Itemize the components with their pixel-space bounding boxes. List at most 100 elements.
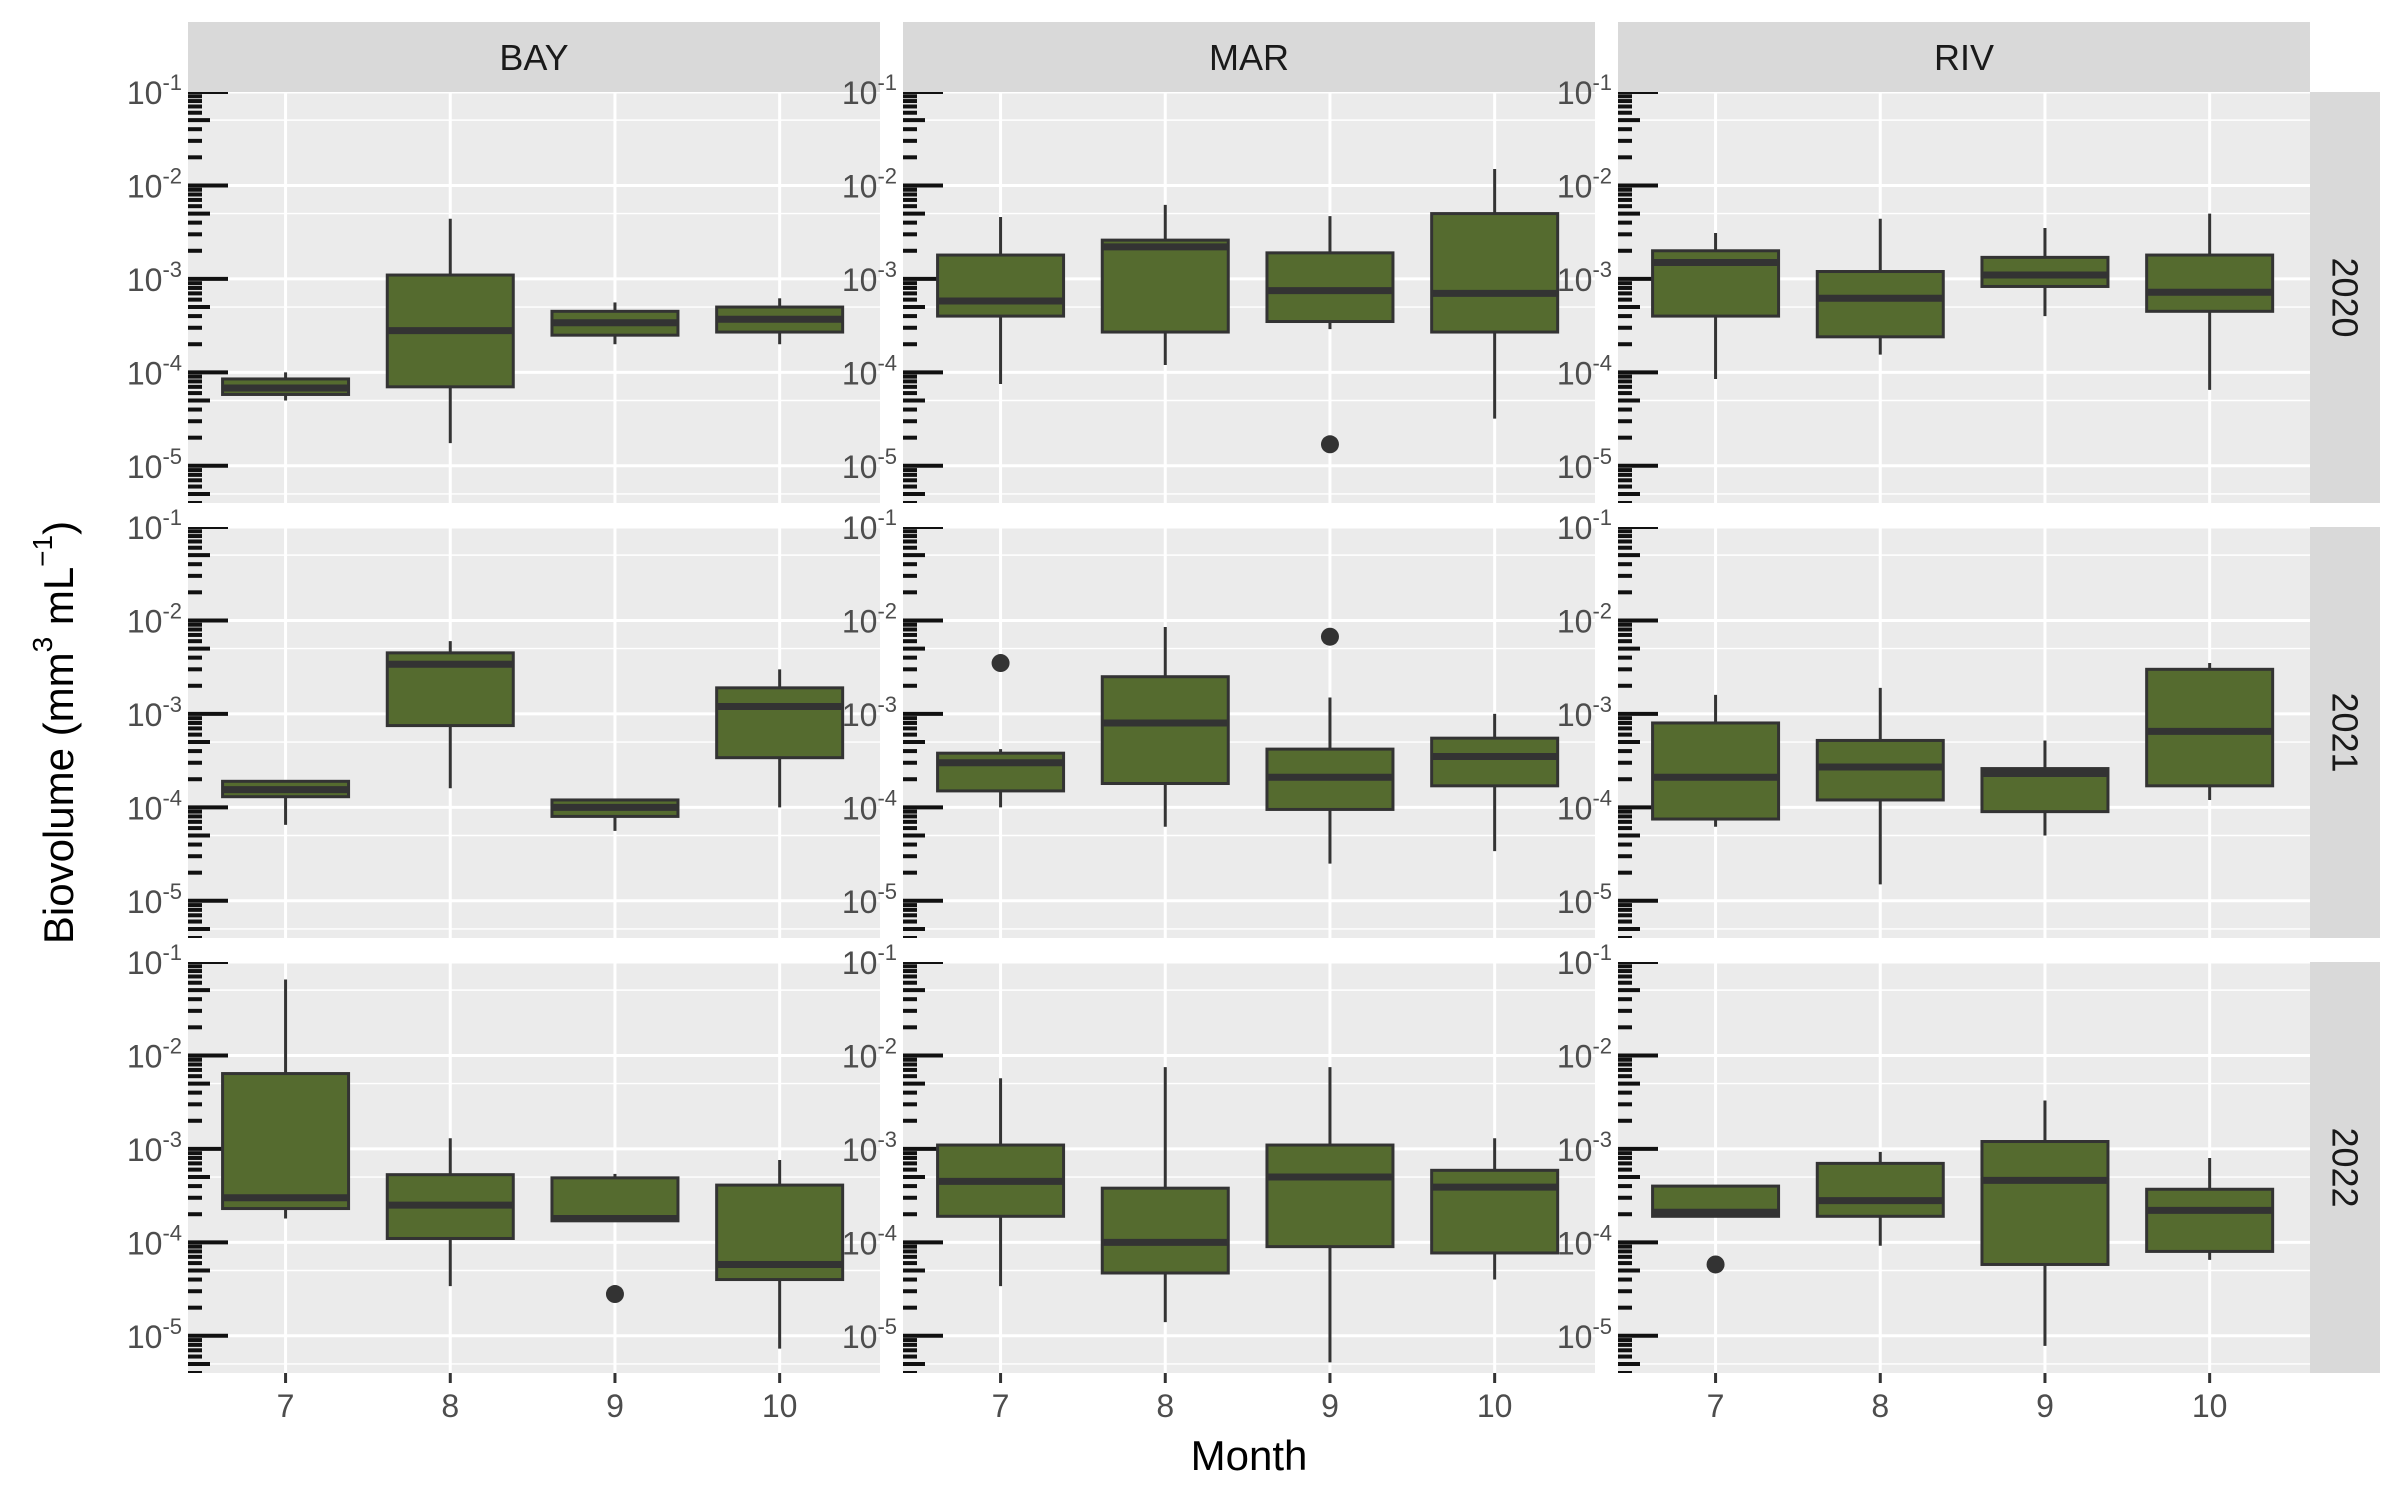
box-month-10 — [715, 1160, 845, 1349]
y-tick-label: 10-5 — [127, 879, 182, 920]
row-strip-2020: 2020 — [2310, 92, 2380, 503]
box-month-10 — [1430, 168, 1560, 419]
y-tick-label: 10-4 — [127, 785, 182, 826]
outlier-point — [1320, 627, 1339, 646]
box-month-9 — [1265, 216, 1395, 454]
box-iqr — [1815, 1161, 1945, 1218]
box-month-8 — [1815, 218, 1945, 355]
panel-riv-2021 — [1618, 527, 2310, 938]
y-tick-label: 10-4 — [127, 1220, 182, 1261]
box-month-9 — [1265, 1067, 1395, 1363]
box-month-7 — [221, 372, 351, 401]
log-ticks — [188, 527, 228, 938]
y-tick-label: 10-5 — [1557, 444, 1612, 485]
panel-mar-2020 — [903, 92, 1595, 503]
y-tick-label: 10-5 — [1557, 879, 1612, 920]
y-tick-label: 10-3 — [842, 257, 897, 298]
row-strip-label: 2020 — [2325, 257, 2366, 337]
y-tick-label: 10-4 — [1557, 1220, 1612, 1261]
box-month-8 — [1100, 204, 1230, 365]
y-tick-label: 10-3 — [127, 692, 182, 733]
row-strip-bg — [2310, 92, 2380, 503]
y-tick-label: 10-4 — [842, 785, 897, 826]
x-tick-label: 9 — [1321, 1388, 1339, 1424]
y-tick-label: 10-2 — [1557, 1033, 1612, 1074]
panel-background — [903, 527, 1595, 938]
y-tick-label: 10-2 — [127, 598, 182, 639]
y-tick-label: 10-1 — [842, 940, 897, 981]
panel-background — [1618, 962, 2310, 1373]
column-strip-bg — [1618, 22, 2310, 92]
box-month-9 — [1980, 1100, 2110, 1346]
column-strip-label: MAR — [1209, 37, 1289, 78]
row-strip-2022: 2022 — [2310, 962, 2380, 1373]
box-month-8 — [1100, 627, 1230, 827]
y-tick-label: 10-3 — [842, 692, 897, 733]
box-iqr — [1100, 675, 1230, 786]
x-tick-label: 8 — [441, 1388, 459, 1424]
box-month-9 — [550, 302, 680, 345]
log-ticks — [903, 92, 943, 503]
y-tick-label: 10-1 — [842, 70, 897, 111]
column-strip-bg — [188, 22, 880, 92]
y-tick-label: 10-1 — [127, 70, 182, 111]
box-month-7 — [936, 654, 1066, 808]
panel-grid — [1618, 92, 2310, 503]
row-strip-bg — [2310, 962, 2380, 1373]
y-tick-label: 10-5 — [127, 444, 182, 485]
outlier-point — [991, 654, 1010, 673]
y-tick-label: 10-4 — [1557, 350, 1612, 391]
box-iqr — [1651, 721, 1781, 821]
box-iqr — [1100, 1186, 1230, 1275]
box-month-7 — [1651, 232, 1781, 379]
box-month-9 — [1265, 627, 1395, 864]
y-tick-label: 10-4 — [842, 350, 897, 391]
box-month-7 — [1651, 694, 1781, 827]
box-iqr — [715, 686, 845, 760]
y-tick-label: 10-2 — [1557, 598, 1612, 639]
box-month-10 — [1430, 713, 1560, 852]
column-strip-riv: RIV — [1618, 22, 2310, 92]
row-strip-label: 2021 — [2325, 692, 2366, 772]
box-month-8 — [1815, 1151, 1945, 1246]
box-month-10 — [715, 669, 845, 808]
y-tick-label: 10-3 — [842, 1127, 897, 1168]
box-iqr — [1430, 1168, 1560, 1255]
column-strip-label: RIV — [1934, 37, 1994, 78]
x-tick-label: 7 — [992, 1388, 1010, 1424]
y-tick-label: 10-1 — [1557, 70, 1612, 111]
y-tick-label: 10-5 — [842, 444, 897, 485]
x-tick-label: 8 — [1871, 1388, 1889, 1424]
y-tick-label: 10-5 — [127, 1314, 182, 1355]
panel-riv-2022 — [1618, 962, 2310, 1373]
x-tick-label: 10 — [2192, 1388, 2228, 1424]
box-iqr — [550, 1176, 680, 1223]
box-month-9 — [550, 798, 680, 831]
box-iqr — [2145, 667, 2275, 788]
outlier-point — [605, 1285, 624, 1304]
y-tick-label: 10-3 — [1557, 1127, 1612, 1168]
y-tick-label: 10-4 — [127, 350, 182, 391]
box-month-7 — [1651, 1184, 1781, 1274]
box-month-10 — [2145, 213, 2275, 390]
panel-bay-2021 — [188, 527, 880, 938]
box-month-8 — [385, 218, 515, 444]
box-month-8 — [385, 1138, 515, 1287]
outlier-point — [1706, 1255, 1725, 1274]
box-month-9 — [1980, 740, 2110, 836]
log-ticks — [903, 962, 943, 1373]
row-strip-bg — [2310, 527, 2380, 938]
box-month-8 — [1100, 1067, 1230, 1323]
y-tick-label: 10-1 — [127, 940, 182, 981]
panel-background — [188, 92, 880, 503]
box-month-8 — [385, 641, 515, 789]
y-axis-title: Biovolume (mm3 mL−1) — [27, 521, 82, 944]
box-month-7 — [936, 216, 1066, 385]
y-tick-label: 10-2 — [842, 1033, 897, 1074]
y-tick-label: 10-3 — [1557, 692, 1612, 733]
y-tick-label: 10-4 — [842, 1220, 897, 1261]
column-strip-bay: BAY — [188, 22, 880, 92]
y-tick-label: 10-1 — [1557, 940, 1612, 981]
